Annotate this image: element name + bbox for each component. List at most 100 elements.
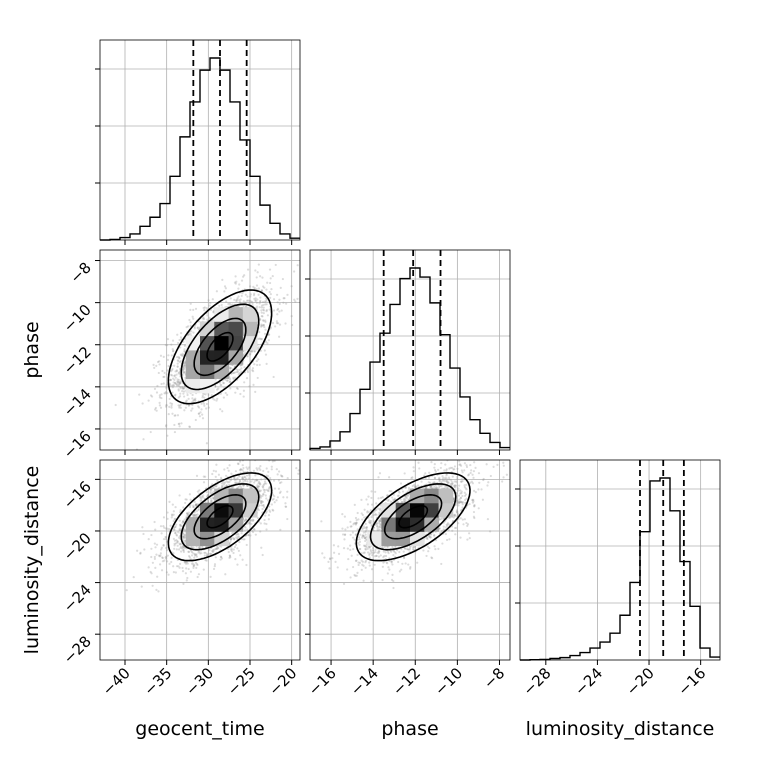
scatter-point: [400, 568, 403, 571]
scatter-point: [482, 478, 485, 482]
scatter-point: [217, 473, 220, 476]
scatter-point: [261, 315, 264, 318]
scatter-point: [460, 469, 464, 472]
scatter-point: [265, 362, 268, 365]
joint-content: [320, 460, 508, 590]
scatter-point: [212, 486, 215, 489]
scatter-point: [243, 475, 246, 478]
tick-label-y-4: −8: [66, 259, 94, 287]
scatter-point: [176, 362, 179, 365]
histogram-panel-geocent_time: [95, 39, 301, 245]
scatter-point: [189, 308, 192, 312]
scatter-point: [248, 521, 251, 524]
scatter-point: [114, 403, 117, 407]
scatter-point: [280, 481, 283, 484]
scatter-point: [158, 404, 162, 407]
tick-label-x-1: −24: [571, 664, 606, 699]
scatter-point: [196, 326, 199, 329]
scatter-point: [278, 298, 281, 301]
scatter-point: [205, 402, 208, 406]
scatter-point: [281, 277, 284, 281]
scatter-point: [246, 480, 249, 483]
scatter-point: [268, 290, 271, 294]
scatter-point: [278, 302, 281, 305]
scatter-point: [214, 470, 218, 473]
scatter-point: [234, 371, 237, 374]
scatter-point: [170, 404, 173, 407]
scatter-point: [256, 271, 259, 274]
scatter-point: [237, 485, 240, 489]
scatter-point: [258, 490, 261, 493]
scatter-point: [173, 528, 176, 531]
scatter-point: [171, 347, 174, 351]
scatter-point: [193, 398, 197, 401]
scatter-point: [376, 551, 379, 554]
scatter-point: [246, 355, 249, 358]
scatter-point: [278, 323, 282, 326]
scatter-point: [155, 391, 159, 394]
scatter-point: [138, 393, 141, 396]
scatter-point: [205, 442, 208, 445]
scatter-point: [182, 387, 185, 390]
scatter-point: [472, 500, 475, 503]
scatter-point: [261, 300, 265, 304]
scatter-point: [182, 366, 186, 370]
scatter-point: [181, 521, 184, 524]
scatter-point: [221, 278, 224, 281]
scatter-point: [192, 514, 195, 517]
scatter-point: [234, 275, 237, 278]
scatter-point: [222, 381, 225, 384]
scatter-point: [228, 554, 232, 557]
scatter-point: [266, 342, 269, 345]
scatter-point: [176, 381, 179, 384]
scatter-point: [368, 511, 371, 514]
scatter-point: [354, 574, 357, 577]
scatter-point: [259, 500, 263, 503]
scatter-point: [366, 510, 369, 513]
scatter-point: [153, 387, 157, 390]
scatter-point: [471, 501, 474, 504]
scatter-point: [202, 568, 205, 571]
scatter-point: [158, 555, 161, 558]
scatter-point: [180, 380, 183, 383]
scatter-point: [244, 351, 247, 355]
scatter-point: [225, 300, 228, 303]
scatter-point: [202, 306, 205, 310]
scatter-point: [179, 381, 182, 385]
scatter-point: [173, 382, 177, 385]
scatter-point: [247, 299, 250, 302]
scatter-point: [185, 515, 188, 518]
scatter-point: [242, 484, 245, 487]
scatter-point: [177, 531, 180, 534]
scatter-point: [235, 481, 238, 484]
scatter-point: [178, 380, 181, 384]
scatter-point: [228, 380, 231, 384]
density-cell: [214, 307, 229, 322]
scatter-point: [278, 491, 282, 495]
scatter-point: [197, 320, 201, 323]
scatter-point: [248, 466, 251, 469]
scatter-point: [243, 381, 246, 384]
scatter-point: [458, 498, 461, 501]
density-cell: [228, 321, 244, 337]
scatter-point: [268, 486, 271, 489]
scatter-point: [210, 394, 213, 397]
scatter-point: [197, 328, 201, 331]
scatter-point: [142, 532, 145, 536]
scatter-point: [175, 356, 179, 359]
tick-label-y-2: −20: [60, 529, 95, 564]
scatter-point: [167, 413, 170, 416]
scatter-point: [249, 293, 252, 296]
scatter-point: [192, 399, 195, 403]
joint-content: [125, 460, 300, 593]
scatter-point: [195, 555, 199, 558]
scatter-point: [168, 397, 171, 401]
scatter-point: [232, 548, 235, 551]
density-cell: [214, 335, 229, 351]
scatter-point: [225, 480, 228, 483]
scatter-point: [268, 268, 272, 271]
scatter-point: [181, 390, 184, 393]
scatter-point: [220, 482, 224, 485]
scatter-point: [434, 470, 437, 473]
scatter-point: [280, 475, 284, 478]
